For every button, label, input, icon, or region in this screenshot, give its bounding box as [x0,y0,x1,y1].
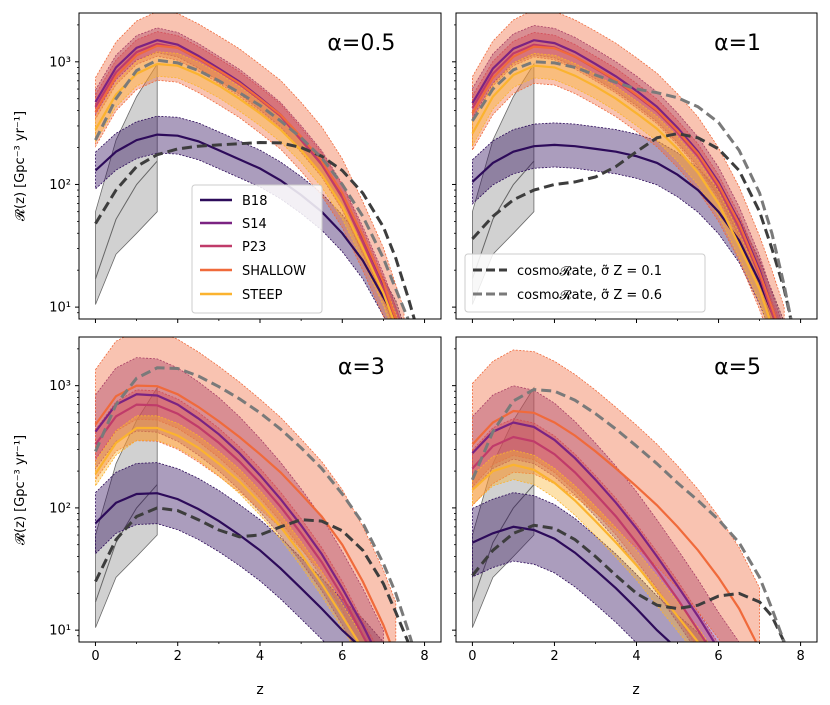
y-tick-label: 10¹ [49,301,71,316]
line-b18 [94,492,357,642]
panel-title: α=5 [714,355,761,380]
line-shallow [94,44,397,319]
line-steep [94,62,395,319]
line-cosmo-ate-z-0.6 [94,58,410,319]
line-cosmo-ate-z-0.6 [471,60,793,319]
panel-title: α=1 [714,31,761,56]
line-b18 [471,525,672,642]
panel-alpha-1: α=1 [452,12,818,323]
x-tick-label: 4 [256,649,264,664]
band-shallow [472,13,785,319]
band-steep [95,51,399,319]
panel-alpha-5: 0 2 4 6 8 α=5 [452,336,818,664]
observed-rate-median [471,484,535,603]
x-tick-label: 8 [796,649,804,664]
band-p23 [95,389,375,642]
plot-area [471,349,786,642]
plot-area [471,13,793,319]
observed-rate-median [95,484,158,603]
band-shallow [95,337,397,642]
x-tick-label: 4 [632,649,640,664]
x-tick-label: 6 [338,649,346,664]
line-steep [94,426,360,642]
legend-label-s14: S14 [242,217,267,232]
legend-label-b18: B18 [242,194,267,209]
band-s14 [95,357,384,642]
x-tick-label: 2 [174,649,182,664]
plot-area [94,13,416,319]
observed-rate-band [95,386,158,628]
legend-models: B18 S14 P23 SHALLOW STEEP [191,184,323,314]
band-shallow [95,13,405,319]
line-cosmo-ate-z-0.1 [94,506,410,642]
ylabel-bottom: 𝓡(z) [Gpc⁻³ yr⁻¹] [13,435,28,545]
plot-area [94,337,414,642]
x-tick-label: 8 [420,649,428,664]
legend-label-p23: P23 [242,240,266,255]
line-b18 [471,143,776,319]
legend-refs: cosmo𝓡ate, σ̃ Z = 0.1 cosmo𝓡ate, σ̃ Z = … [464,253,706,313]
panel-alpha-3: 0 2 4 6 8 10¹ 10² 10³ α=3 [49,336,442,664]
xlabel-left: z [256,682,263,698]
observed-rate-band [95,62,158,305]
band-p23 [472,418,718,642]
legend-label-cosmorate-0.1: cosmo𝓡ate, σ̃ Z = 0.1 [517,264,662,279]
line-p23 [94,403,368,642]
line-steep [471,463,700,642]
x-tick-label: 0 [91,649,99,664]
line-b18 [94,133,397,319]
line-shallow [94,384,392,642]
observed-rate-median [471,160,535,279]
line-s14 [94,393,373,642]
x-tick-label: 2 [550,649,558,664]
legend-label-shallow: SHALLOW [242,264,306,279]
x-tick-label: 6 [714,649,722,664]
y-tick-label: 10³ [49,379,71,394]
y-tick-label: 10² [49,501,71,516]
y-tick-label: 10³ [49,55,71,70]
band-steep [472,449,709,642]
panel-title: α=3 [338,355,385,380]
panel-alpha-0.5: 10¹ 10² 10³ α=0.5 [49,12,442,323]
line-cosmo-ate-z-0.1 [471,523,786,642]
y-tick-label: 10¹ [49,624,71,639]
line-shallow [471,409,758,642]
observed-rate-band [472,386,535,628]
panel-title: α=0.5 [327,31,395,56]
line-cosmo-ate-z-0.6 [94,366,414,642]
y-tick-label: 10² [49,178,71,193]
xlabel-right: z [632,682,639,698]
line-s14 [471,421,716,642]
line-cosmo-ate-z-0.1 [94,140,416,319]
legend-label-steep: STEEP [242,288,283,303]
band-b18 [95,115,403,319]
ylabel-top: 𝓡(z) [Gpc⁻³ yr⁻¹] [13,111,28,221]
x-tick-label: 0 [468,649,476,664]
line-cosmo-ate-z-0.1 [471,132,793,319]
line-cosmo-ate-z-0.6 [471,387,786,642]
line-shallow [471,45,778,319]
line-p23 [471,435,707,642]
line-steep [471,64,771,319]
legend-label-cosmorate-0.6: cosmo𝓡ate, σ̃ Z = 0.6 [517,288,662,303]
observed-rate-median [95,160,158,279]
